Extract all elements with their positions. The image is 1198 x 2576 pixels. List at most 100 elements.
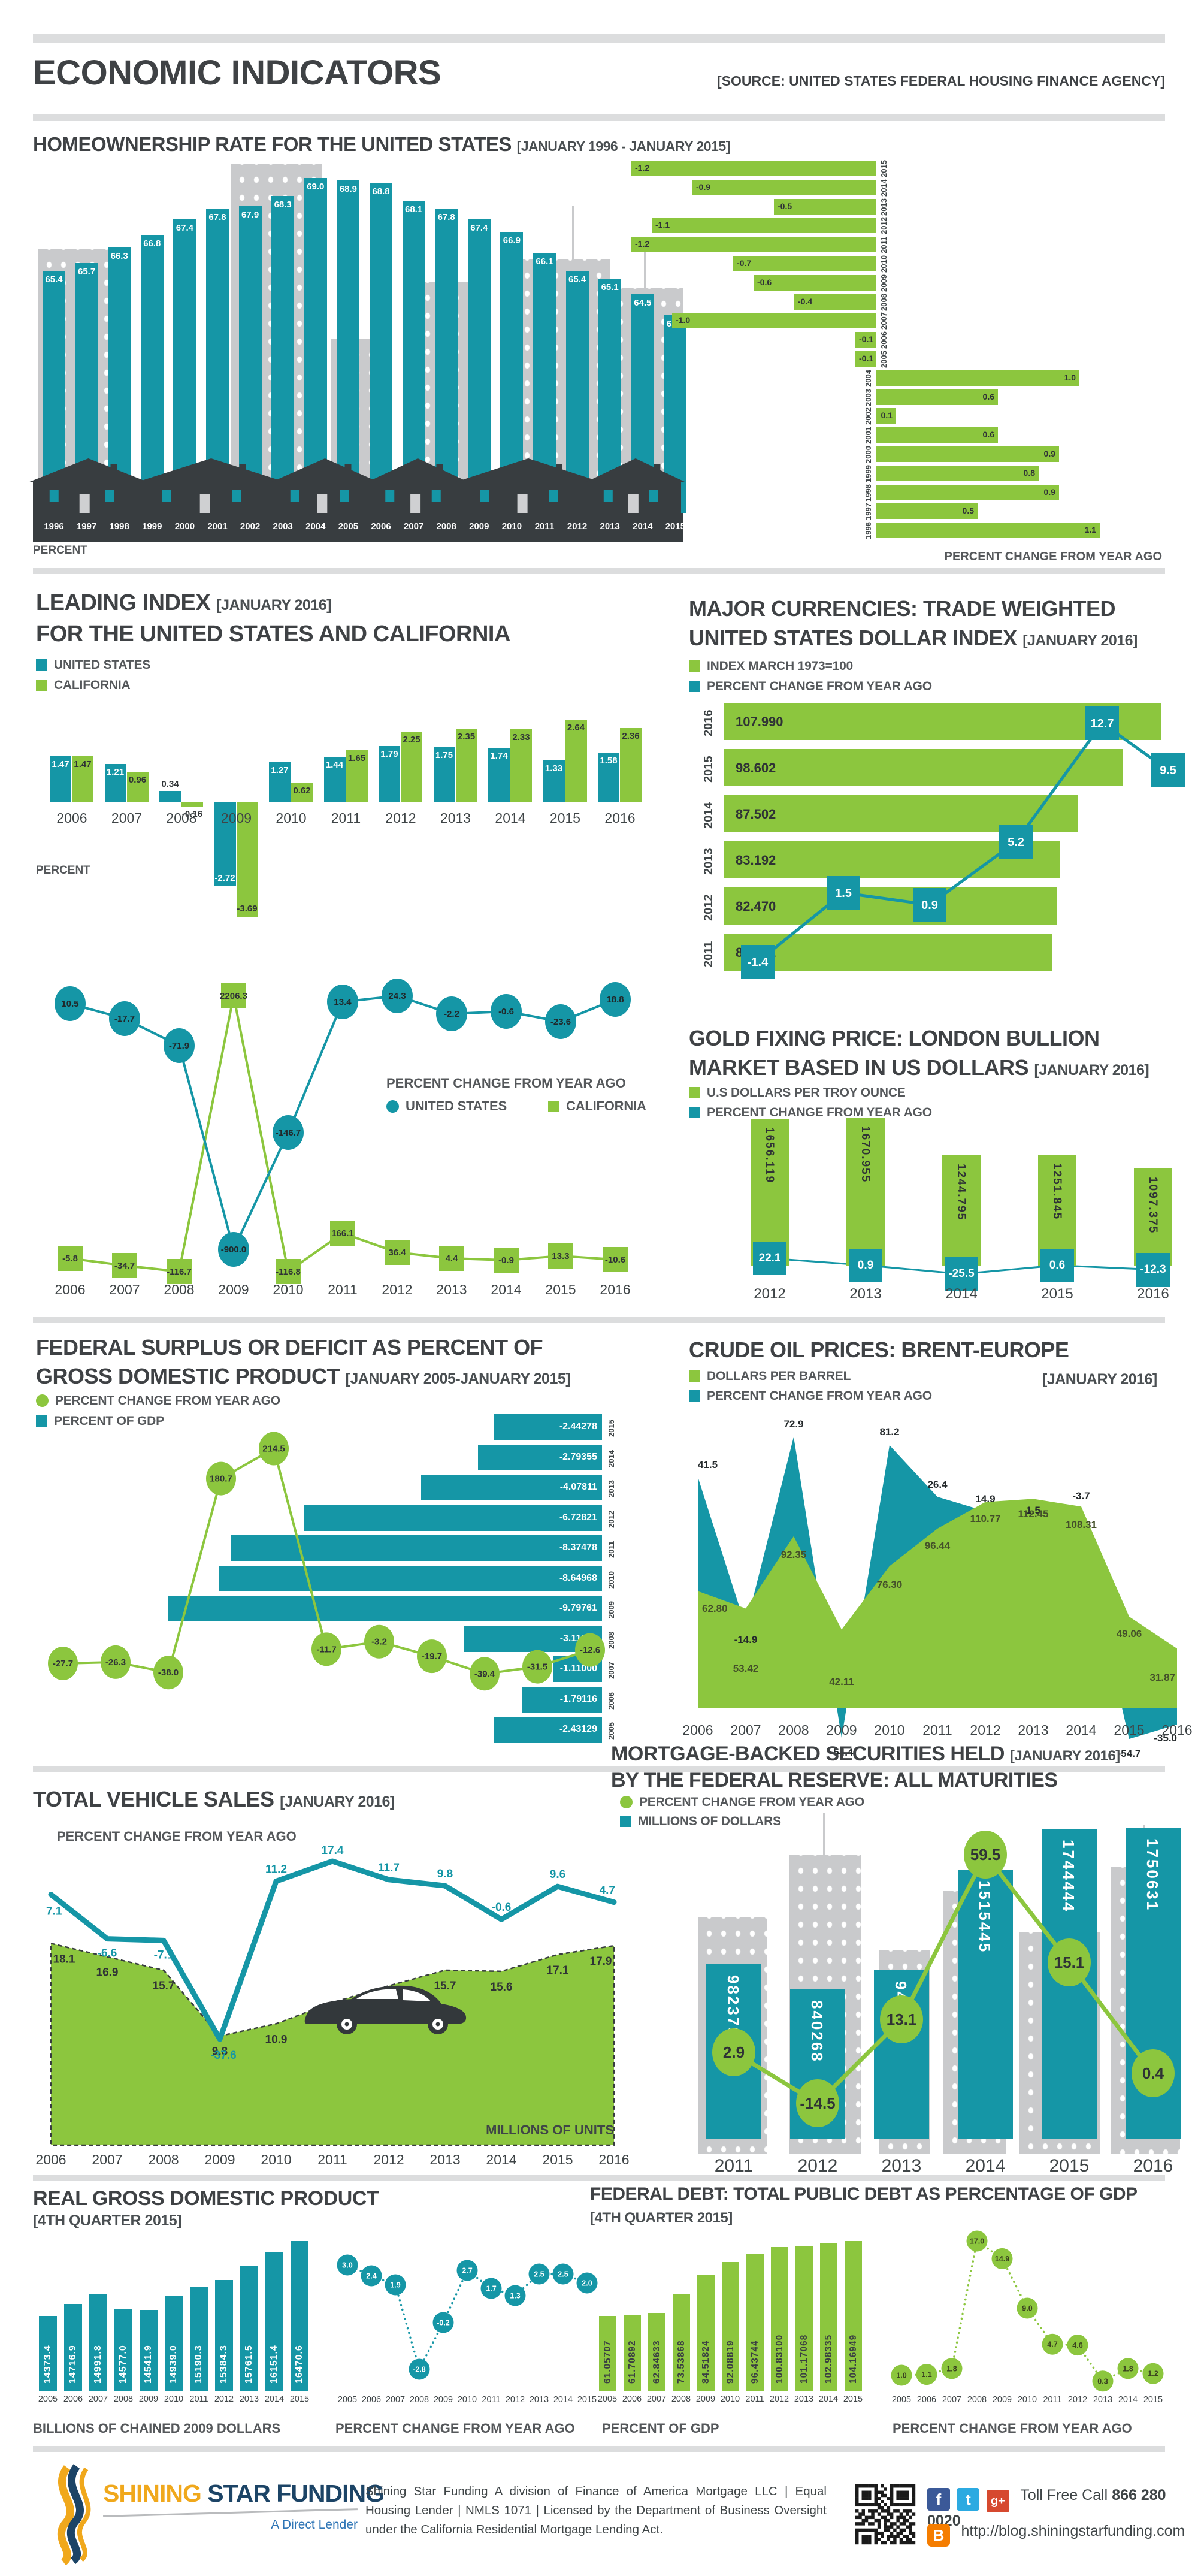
surplus-change-marker bbox=[364, 1624, 394, 1659]
year-label: 2011 bbox=[331, 810, 361, 826]
value-label: 16.9 bbox=[96, 1967, 119, 1979]
gold-price-swatch bbox=[689, 1087, 700, 1098]
year-axis-strip bbox=[33, 513, 683, 542]
value-label: 13.4 bbox=[334, 997, 352, 1007]
google-plus-icon[interactable]: g+ bbox=[986, 2490, 1009, 2512]
blogger-icon[interactable]: B bbox=[927, 2524, 950, 2547]
value-label: -1.4 bbox=[748, 956, 769, 969]
california-marker bbox=[221, 983, 246, 1008]
gdp-change-marker bbox=[409, 2358, 430, 2380]
year-label: 2006 bbox=[371, 521, 391, 531]
value-label: 76.30 bbox=[877, 1579, 903, 1590]
change-bar-label: 0.8 bbox=[1023, 467, 1035, 478]
value-label: -2.2 bbox=[444, 1009, 459, 1019]
surplus-change-marker bbox=[259, 1432, 289, 1466]
section-rule-3 bbox=[33, 1766, 1165, 1772]
year-label: 1999 bbox=[142, 521, 162, 531]
rate-bar-label: 67.8 bbox=[208, 212, 226, 223]
united-states-marker bbox=[164, 1028, 195, 1063]
twitter-icon[interactable]: t bbox=[957, 2488, 980, 2511]
mbs-bar-label: 1744444 bbox=[1060, 1839, 1078, 1913]
year-label: 2004 bbox=[305, 521, 326, 531]
page-title: ECONOMIC INDICATORS bbox=[33, 53, 441, 92]
value-label: -0.2 bbox=[437, 2319, 450, 2327]
vehicle-title: TOTAL VEHICLE SALES [JANUARY 2016] bbox=[33, 1787, 395, 1812]
leading-bar bbox=[126, 772, 149, 802]
leading-index-title2: FOR THE UNITED STATES AND CALIFORNIA bbox=[36, 621, 510, 647]
debt-change-marker bbox=[991, 2248, 1013, 2269]
gold-change-swatch bbox=[689, 1107, 700, 1118]
index-bar-label: 82.470 bbox=[736, 899, 776, 914]
usd-index-chart: 107.990 2016 98.602 2015 87.502 2014 83.192 201… bbox=[689, 698, 1195, 986]
logo-underline bbox=[103, 2508, 358, 2517]
change-bar-label: 1.0 bbox=[1064, 372, 1076, 382]
united-states-marker bbox=[436, 996, 467, 1031]
crude-period: [JANUARY 2016] bbox=[1042, 1371, 1157, 1388]
homeownership-period: [JANUARY 1996 - JANUARY 2015] bbox=[516, 138, 731, 154]
year-label: 2009 bbox=[469, 521, 489, 531]
gold-change-marker bbox=[753, 1241, 786, 1275]
change-bar-negative bbox=[774, 198, 876, 215]
blog-url[interactable]: http://blog.shiningstarfunding.com bbox=[961, 2523, 1185, 2539]
surplus-title2-text: GROSS DOMESTIC PRODUCT bbox=[36, 1364, 340, 1388]
vehicle-svg: 18.116.915.79.810.912.814.315.715.617.11… bbox=[35, 1844, 629, 2167]
year-label: 2014 bbox=[495, 810, 526, 826]
facebook-icon[interactable]: f bbox=[927, 2488, 950, 2511]
value-label: 9.8 bbox=[437, 1868, 453, 1880]
house-door bbox=[317, 494, 328, 514]
surplus-change-swatch bbox=[36, 1394, 49, 1407]
value-label: 2008 bbox=[164, 1282, 194, 1297]
year-label: 2010 bbox=[276, 810, 307, 826]
year-label: 2005 bbox=[338, 521, 359, 531]
mbs-title: MORTGAGE-BACKED SECURITIES HELD [JANUARY… bbox=[611, 1743, 1120, 1766]
value-label: 2014 bbox=[491, 1282, 521, 1297]
leading-bar-label: 1.27 bbox=[271, 765, 289, 775]
house-window bbox=[649, 490, 658, 502]
house-door bbox=[628, 494, 639, 514]
surplus-change-marker bbox=[522, 1650, 552, 1684]
change-bar-positive bbox=[876, 427, 998, 443]
value-label: 42.11 bbox=[829, 1676, 854, 1687]
gold-period: [JANUARY 2016] bbox=[1034, 1062, 1149, 1079]
leading-line-svg: -5.8 -34.7 -116.7 2206.3 -116.8 166.1 36.4 4.4 -… bbox=[55, 979, 631, 1297]
currencies-legend-change-label: PERCENT CHANGE FROM YEAR AGO bbox=[707, 680, 932, 693]
phone-number: 866 280 0020 bbox=[927, 2487, 1166, 2529]
year-label: 2014 bbox=[879, 179, 888, 197]
house-icon bbox=[28, 458, 149, 514]
value-label: 14.9 bbox=[995, 2255, 1009, 2263]
rate-bar-label: 66.8 bbox=[143, 238, 161, 249]
california-marker bbox=[276, 1259, 301, 1284]
rate-bar bbox=[173, 219, 196, 513]
gold-title: GOLD FIXING PRICE: LONDON BULLION bbox=[689, 1026, 1100, 1050]
gold-change-marker bbox=[1136, 1252, 1170, 1287]
leading-bar bbox=[433, 747, 455, 802]
value-label: -116.8 bbox=[276, 1267, 301, 1277]
year-label: 2008 bbox=[166, 810, 197, 826]
year-label: 1998 bbox=[864, 484, 873, 502]
california-marker bbox=[330, 1221, 355, 1246]
leading-bar-label: 2.25 bbox=[403, 735, 420, 745]
house-icon bbox=[136, 458, 286, 514]
leading-legend-ca-label: CALIFORNIA bbox=[54, 678, 131, 692]
debt-change-marker bbox=[1017, 2297, 1038, 2319]
united-states-marker bbox=[545, 1004, 576, 1039]
value-label: -7.1 bbox=[154, 1949, 174, 1961]
index-bar-label: 83.192 bbox=[736, 853, 776, 868]
debt-change-marker bbox=[916, 2364, 937, 2385]
rate-bar-label: 65.4 bbox=[568, 274, 586, 285]
car-icon bbox=[304, 1985, 467, 2034]
change-bar-label: -1.1 bbox=[655, 220, 670, 230]
value-label: 1.5 bbox=[835, 887, 852, 900]
value-label: 2005 bbox=[892, 2395, 911, 2405]
value-label: 2006 bbox=[682, 1722, 713, 1738]
year-label: 2014 bbox=[965, 2156, 1006, 2176]
gold-change-label: -25.5 bbox=[948, 1267, 975, 1281]
value-label: 72.9 bbox=[783, 1418, 803, 1430]
change-bar-positive bbox=[876, 503, 978, 520]
leading-bar bbox=[510, 729, 532, 802]
mbs-legend-dollars: MILLIONS OF DOLLARS bbox=[620, 1814, 781, 1829]
year-label: 2013 bbox=[440, 810, 471, 826]
value-label: 2013 bbox=[530, 2395, 549, 2405]
house-window bbox=[340, 490, 349, 502]
year-label: 2013 bbox=[881, 2156, 922, 2176]
